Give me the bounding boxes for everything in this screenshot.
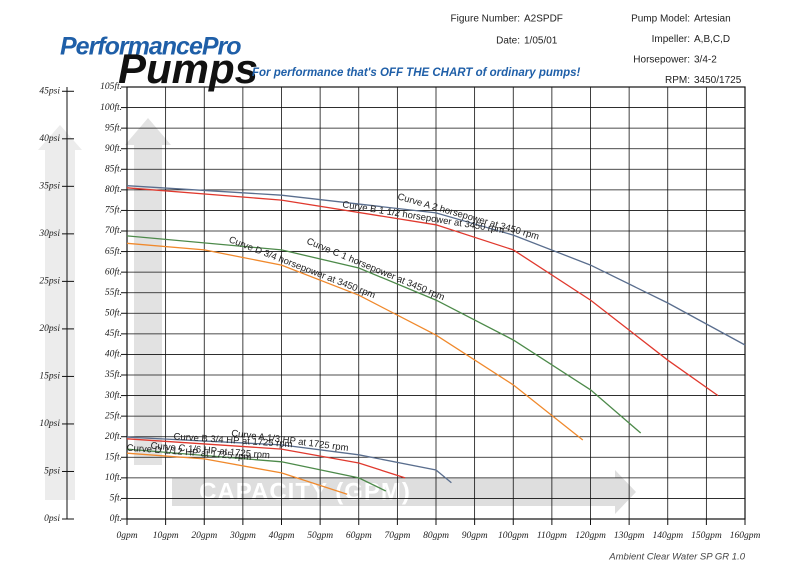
plot-frame (126, 86, 746, 520)
y-tick-label: 35ft. (104, 369, 122, 380)
y-tick-label: 80ft. (105, 184, 122, 195)
field-label: Pump Model: (631, 14, 690, 25)
y2-tick-label: 40psi (39, 134, 60, 144)
y-tick-label: 95ft. (105, 122, 122, 133)
y-tick-label: 45ft. (105, 328, 122, 339)
field-label: Horsepower: (633, 55, 690, 66)
curve (126, 235, 642, 434)
x-tick-label: 150gpm (691, 531, 722, 541)
logo-bottom: Pumps (118, 45, 258, 92)
x-tick-label: 130gpm (614, 531, 645, 541)
y-tick-label: 15ft. (105, 451, 122, 462)
x-tick-label: 0gpm (116, 531, 137, 541)
y-tick-label: 90ft. (105, 143, 122, 154)
y2-tick-label: 5psi (44, 467, 60, 477)
field-value: A2SPDF (524, 14, 563, 25)
x-tick-label: 40gpm (269, 531, 295, 541)
x-tick-label: 50gpm (307, 531, 333, 541)
curve-label: Curve D 3/4 horsepower at 3450 rpm (227, 234, 377, 301)
y-tick-label: 55ft. (105, 287, 122, 298)
x-tick-label: 90gpm (462, 531, 488, 541)
x-tick-label: 60gpm (346, 531, 372, 541)
y2-tick-label: 0psi (44, 514, 60, 524)
curve (126, 242, 584, 441)
y-tick-label: 75ft. (105, 205, 122, 216)
x-tick-label: 100gpm (498, 531, 529, 541)
tagline: For performance that's OFF THE CHART of … (252, 67, 581, 79)
y-tick-label: 65ft. (105, 246, 122, 257)
field-label: Figure Number: (451, 14, 520, 25)
y2-tick-label: 15psi (39, 372, 60, 382)
field-label: Date: (496, 36, 520, 47)
field-label: RPM: (665, 75, 690, 86)
field-value: A,B,C,D (694, 34, 730, 45)
y-tick-label: 10ft. (105, 472, 122, 483)
x-tick-label: 140gpm (652, 531, 683, 541)
curve (126, 436, 452, 484)
field-label: Impeller: (652, 34, 690, 45)
x-tick-label: 70gpm (384, 531, 410, 541)
curve (126, 438, 406, 479)
y2-tick-label: 20psi (39, 324, 60, 334)
y-tick-label: 20ft. (105, 431, 122, 442)
y-tick-label: 70ft. (105, 225, 122, 236)
field-value: 3450/1725 (694, 75, 742, 86)
y-tick-label: 50ft. (105, 307, 122, 318)
y-tick-label: 40ft. (105, 349, 122, 360)
y2-tick-label: 30psi (38, 229, 60, 239)
psi-arrow (38, 125, 82, 500)
x-tick-label: 10gpm (153, 531, 179, 541)
y-tick-label: 25ft. (105, 410, 122, 421)
x-tick-label: 120gpm (575, 531, 606, 541)
x-tick-label: 160gpm (730, 531, 761, 541)
curve (126, 185, 746, 346)
x-tick-label: 30gpm (229, 531, 256, 541)
curve (126, 187, 719, 397)
x-tick-label: 110gpm (537, 531, 567, 541)
curve (126, 452, 348, 495)
y-tick-label: 5ft. (110, 493, 122, 504)
logo-top: PerformancePro (60, 33, 241, 61)
field-value: 1/05/01 (524, 36, 558, 47)
y-tick-label: 100ft. (100, 102, 122, 113)
y-tick-label: 105ft. (100, 81, 122, 92)
field-value: 3/4-2 (694, 55, 717, 66)
head-arrow (125, 118, 171, 465)
field-value: Artesian (694, 14, 731, 25)
curve (126, 448, 387, 492)
watermark: CAPACITY (GPM) (38, 118, 636, 514)
y2-tick-label: 45psi (39, 86, 60, 96)
capacity-arrow (172, 470, 636, 514)
footnote: Ambient Clear Water SP GR 1.0 (608, 552, 745, 563)
y2-tick-label: 10psi (39, 419, 60, 429)
x-tick-label: 20gpm (191, 531, 217, 541)
y-tick-label: 30ft. (104, 390, 122, 401)
y-tick-label: 0ft. (110, 513, 122, 524)
y2-tick-label: 35psi (38, 182, 60, 192)
y2-tick-label: 25psi (39, 277, 60, 287)
y-tick-label: 85ft. (105, 163, 122, 174)
watermark-text: CAPACITY (GPM) (199, 478, 411, 505)
x-tick-label: 80gpm (423, 531, 449, 541)
y-tick-label: 60ft. (105, 266, 122, 277)
